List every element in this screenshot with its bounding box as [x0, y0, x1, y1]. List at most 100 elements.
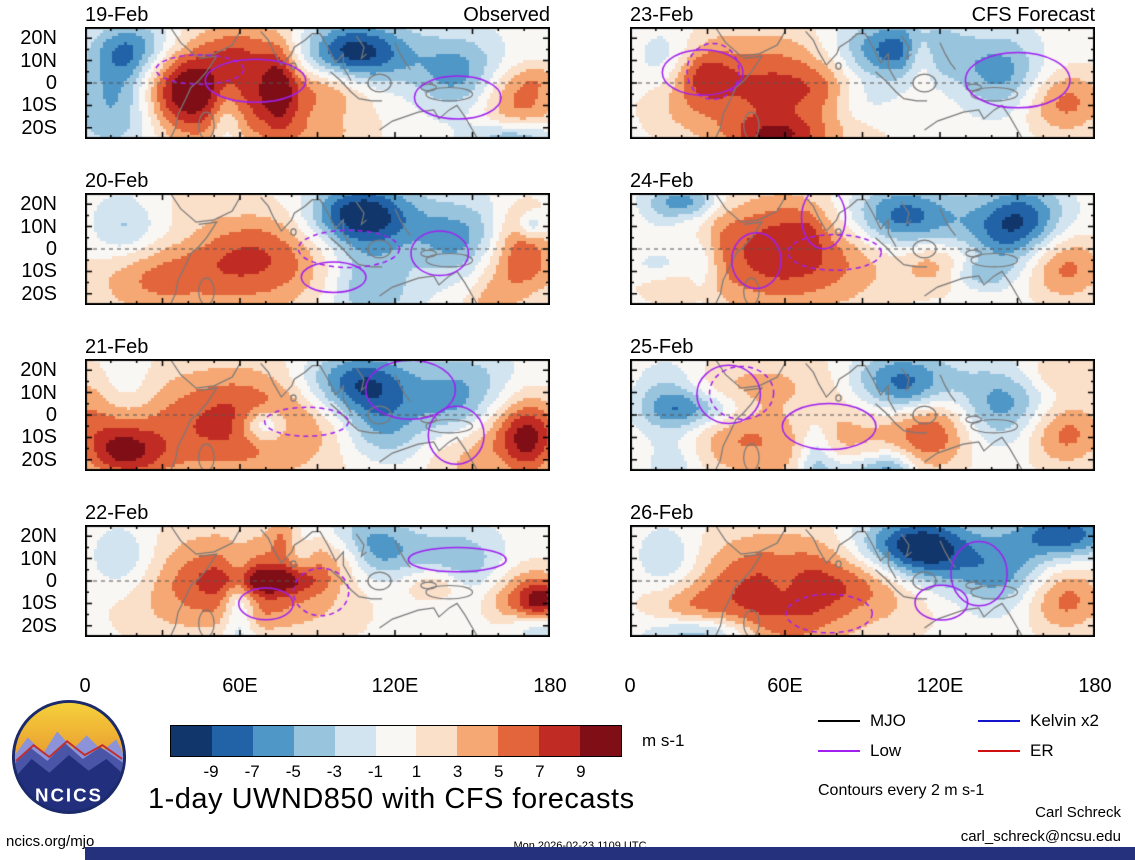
panel-row: 19-Feb Observed 20N 10N 0 10S 20S	[0, 3, 550, 139]
map-panel-25-feb	[630, 359, 1095, 471]
map-panel-20-feb	[85, 193, 550, 305]
y-axis-labels: 20N 10N 0 10S 20S	[0, 525, 75, 637]
colorbar-tick-label: 7	[535, 762, 545, 781]
panel-row: 25-Feb	[630, 335, 1095, 471]
credit-name: Carl Schreck	[1035, 804, 1121, 821]
colorbar-segment	[580, 726, 621, 756]
colorbar-tick-label: 1	[411, 762, 422, 781]
colorbar-segment	[171, 726, 212, 756]
colorbar-tick-label: -5	[285, 762, 301, 781]
panel-grid: 19-Feb Observed 20N 10N 0 10S 20S 20-Feb	[0, 3, 1111, 705]
x-tick-label: 60E	[222, 675, 258, 697]
y-tick-label: 20N	[20, 359, 57, 382]
column-heading: Observed	[463, 4, 550, 26]
x-tick-label: 0	[79, 675, 91, 697]
colorbar-segment	[252, 726, 294, 756]
colorbar-segment	[375, 726, 417, 756]
map-panel-24-feb	[630, 193, 1095, 305]
legend-entry: Kelvin x2	[978, 711, 1135, 731]
credit-email: carl_schreck@ncsu.edu	[960, 828, 1121, 845]
panel-date: 20-Feb	[85, 170, 149, 192]
y-tick-label: 20N	[20, 27, 57, 50]
panel-date: 22-Feb	[85, 502, 149, 524]
contours-note: Contours every 2 m s-1	[818, 782, 985, 799]
colorbar-tick-label: -3	[326, 762, 342, 781]
y-tick-label: 20S	[21, 614, 57, 637]
column-heading: CFS Forecast	[971, 4, 1095, 26]
y-tick-label: 10N	[20, 381, 57, 404]
colorbar-strip	[170, 725, 622, 757]
colorbar-tick-label: 5	[493, 762, 504, 781]
y-tick-label: 10S	[21, 260, 57, 283]
panel-row: 22-Feb 20N 10N 0 10S 20S	[0, 501, 550, 637]
map-panel-26-feb	[630, 525, 1095, 637]
colorbar-tick-label: -9	[203, 762, 219, 781]
panel-date: 19-Feb	[85, 4, 149, 26]
y-axis-labels: 20N 10N 0 10S 20S	[0, 193, 75, 305]
legend: MJO Low Kelvin x2 ER	[818, 706, 1135, 766]
x-tick-label: 180	[533, 675, 567, 697]
footer-bar	[85, 847, 1135, 860]
y-axis-labels: 20N 10N 0 10S 20S	[0, 27, 75, 139]
colorbar-segment	[457, 726, 499, 756]
legend-label: Low	[870, 741, 902, 760]
y-tick-label: 20S	[21, 282, 57, 305]
map-panel-19-feb	[85, 27, 550, 139]
colorbar: -9 -7 -5 -3 -1 1 3 5 7 9	[170, 725, 622, 781]
y-tick-label: 20N	[20, 193, 57, 216]
panel-row: 23-Feb CFS Forecast	[630, 3, 1095, 139]
ncics-logo: NCICS	[10, 698, 128, 821]
y-tick-label: 20S	[21, 116, 57, 139]
panel-date: 23-Feb	[630, 4, 694, 26]
legend-label: ER	[1030, 741, 1054, 760]
units-label: m s-1	[642, 731, 685, 750]
y-tick-label: 10N	[20, 547, 57, 570]
panel-date: 25-Feb	[630, 336, 694, 358]
x-tick-label: 180	[1078, 675, 1112, 697]
colorbar-tick-label: -7	[244, 762, 260, 781]
y-tick-label: 0	[45, 570, 57, 592]
colorbar-segment	[293, 726, 335, 756]
panel-date: 26-Feb	[630, 502, 694, 524]
x-tick-label: 0	[624, 675, 636, 697]
y-tick-label: 20N	[20, 525, 57, 548]
legend-entry: Low	[818, 741, 978, 761]
colorbar-segment	[211, 726, 253, 756]
colorbar-labels: -9 -7 -5 -3 -1 1 3 5 7 9	[170, 757, 622, 781]
y-tick-label: 20S	[21, 448, 57, 471]
legend-line	[818, 720, 860, 722]
map-panel-21-feb	[85, 359, 550, 471]
forecast-column: 23-Feb CFS Forecast 24-Feb 25-Feb	[624, 3, 1111, 705]
legend-entry: MJO	[818, 711, 978, 731]
legend-line	[818, 750, 860, 752]
x-tick-label: 120E	[916, 675, 964, 697]
ncics-logo-image: NCICS	[11, 699, 127, 815]
panel-row: 20-Feb 20N 10N 0 10S 20S	[0, 169, 550, 305]
y-axis-labels: 20N 10N 0 10S 20S	[0, 359, 75, 471]
y-tick-label: 10N	[20, 49, 57, 72]
y-tick-label: 0	[45, 238, 57, 260]
panel-date: 21-Feb	[85, 336, 149, 358]
logo-text: NCICS	[35, 784, 103, 805]
observed-column: 19-Feb Observed 20N 10N 0 10S 20S 20-Feb	[0, 3, 566, 705]
colorbar-segment	[334, 726, 376, 756]
y-tick-label: 10S	[21, 592, 57, 615]
legend-line	[978, 750, 1020, 752]
panel-date: 24-Feb	[630, 170, 694, 192]
colorbar-tick-label: 9	[576, 762, 586, 781]
y-tick-label: 0	[45, 404, 57, 426]
y-tick-label: 0	[45, 72, 57, 94]
colorbar-tick-label: -1	[367, 762, 384, 781]
colorbar-segment	[416, 726, 458, 756]
y-tick-label: 10N	[20, 215, 57, 238]
map-panel-22-feb	[85, 525, 550, 637]
legend-label: Kelvin x2	[1030, 711, 1099, 730]
x-tick-label: 60E	[767, 675, 803, 697]
panel-row: 24-Feb	[630, 169, 1095, 305]
x-axis-labels: 0 60E 120E 180	[624, 667, 1111, 705]
site-url: ncics.org/mjo	[6, 833, 95, 850]
map-panel-23-feb	[630, 27, 1095, 139]
colorbar-segment	[498, 726, 540, 756]
colorbar-tick-label: 3	[452, 762, 463, 781]
